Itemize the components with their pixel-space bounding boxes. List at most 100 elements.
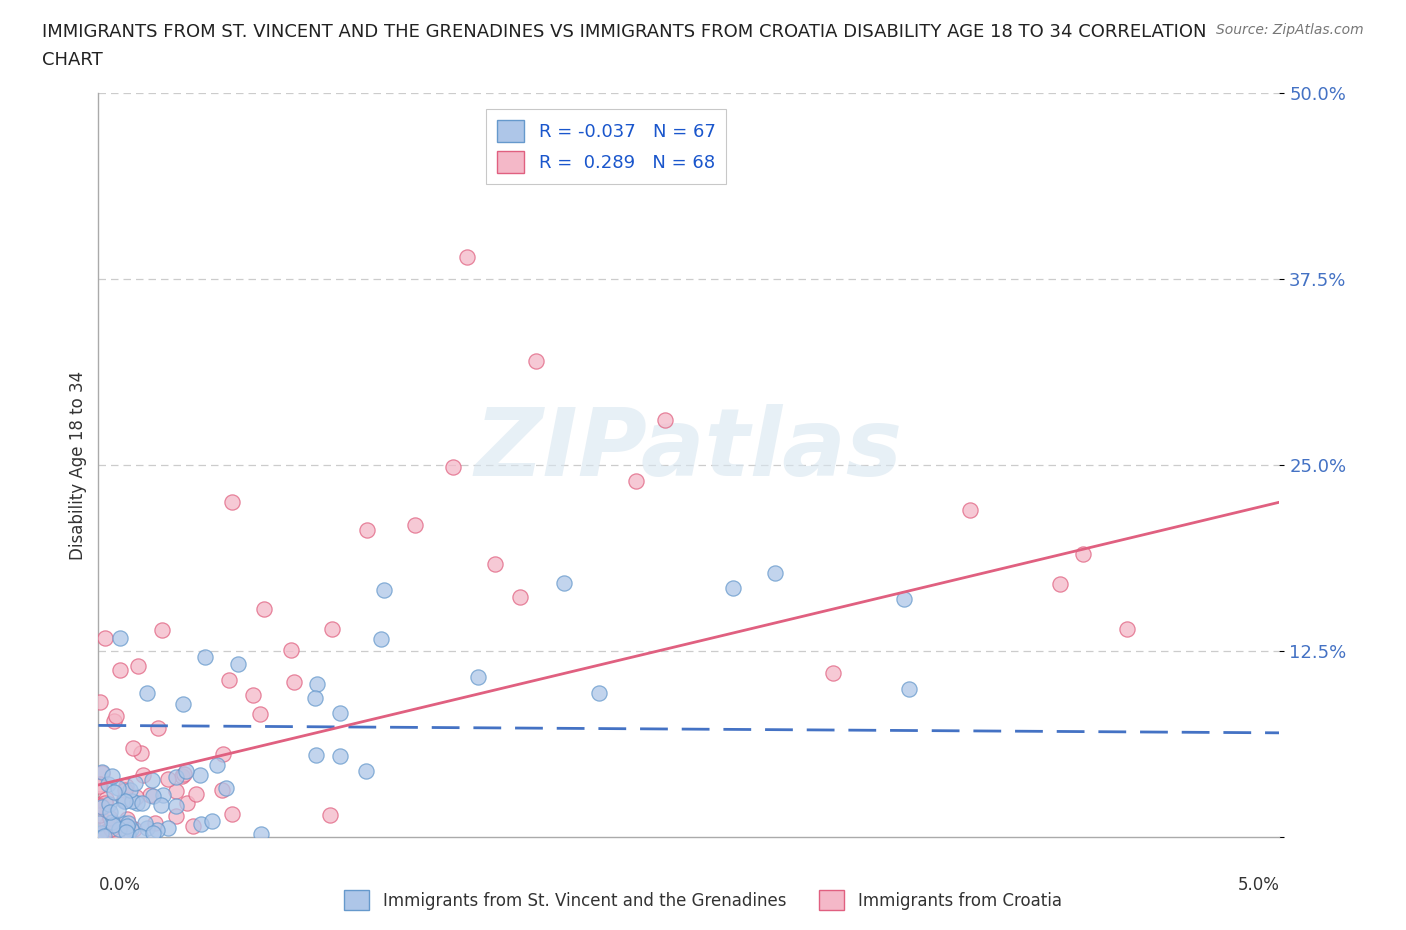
Point [98,810,121,825]
Point [131,795,153,810]
Point [134,816,156,830]
Point [139,788,162,803]
Point [721,580,744,595]
Point [98,804,121,819]
Point [249,707,271,722]
Point [654,413,676,428]
Point [146,822,169,837]
Point [129,829,152,844]
Point [893,591,915,606]
Point [89,816,111,830]
Point [150,622,173,637]
Point [87,828,110,843]
Point [176,795,198,810]
Point [142,789,165,804]
Point [283,674,305,689]
Point [120,821,142,836]
Point [211,783,233,798]
Point [96,824,118,839]
Point [89,777,111,791]
Point [111,816,134,830]
Point [319,807,342,822]
Point [165,809,187,824]
Point [129,746,152,761]
Point [253,601,276,616]
Point [90,799,112,814]
Point [242,687,264,702]
Point [115,818,138,833]
Point [100,815,122,830]
Point [94,631,117,645]
Point [763,565,786,580]
Point [122,822,145,837]
Point [142,826,165,841]
Point [107,780,129,795]
Point [114,783,136,798]
Point [121,793,143,808]
Point [136,685,159,700]
Point [90,764,112,779]
Point [90,826,112,841]
Point [553,576,575,591]
Point [135,820,157,835]
Point [143,816,166,830]
Point [304,691,326,706]
Point [108,631,131,645]
Legend: R = -0.037   N = 67, R =  0.289   N = 68: R = -0.037 N = 67, R = 0.289 N = 68 [486,110,727,184]
Text: Source: ZipAtlas.com: Source: ZipAtlas.com [1216,23,1364,37]
Point [305,747,328,762]
Point [205,757,228,772]
Point [184,787,207,802]
Point [108,663,131,678]
Text: 0.0%: 0.0% [98,876,141,894]
Point [1115,621,1137,636]
Point [108,821,131,836]
Point [152,788,174,803]
Point [588,685,610,700]
Point [103,714,125,729]
Text: ZIPatlas: ZIPatlas [475,405,903,496]
Point [148,721,170,736]
Point [101,768,124,783]
Point [114,794,136,809]
Point [124,776,146,790]
Point [329,749,352,764]
Point [104,709,127,724]
Point [114,819,136,834]
Point [1049,577,1071,591]
Point [90,798,112,813]
Point [1073,547,1095,562]
Point [249,827,271,842]
Point [321,622,343,637]
Point [456,249,478,264]
Point [165,769,187,784]
Point [959,502,981,517]
Point [370,631,392,646]
Point [404,517,426,532]
Point [97,777,120,791]
Point [90,796,112,811]
Point [484,556,506,571]
Point [524,353,547,368]
Point [221,806,243,821]
Point [218,672,240,687]
Point [897,681,920,696]
Point [823,666,845,681]
Point [90,766,112,781]
Point [509,589,531,604]
Point [221,494,243,509]
Point [115,824,138,839]
Point [115,778,138,793]
Point [117,826,139,841]
Point [174,764,197,778]
Point [194,649,217,664]
Point [624,473,647,488]
Point [149,798,172,813]
Point [125,790,148,804]
Point [103,785,125,800]
Point [118,783,141,798]
Point [228,657,250,671]
Point [112,794,135,809]
Point [356,523,378,538]
Point [356,764,378,778]
